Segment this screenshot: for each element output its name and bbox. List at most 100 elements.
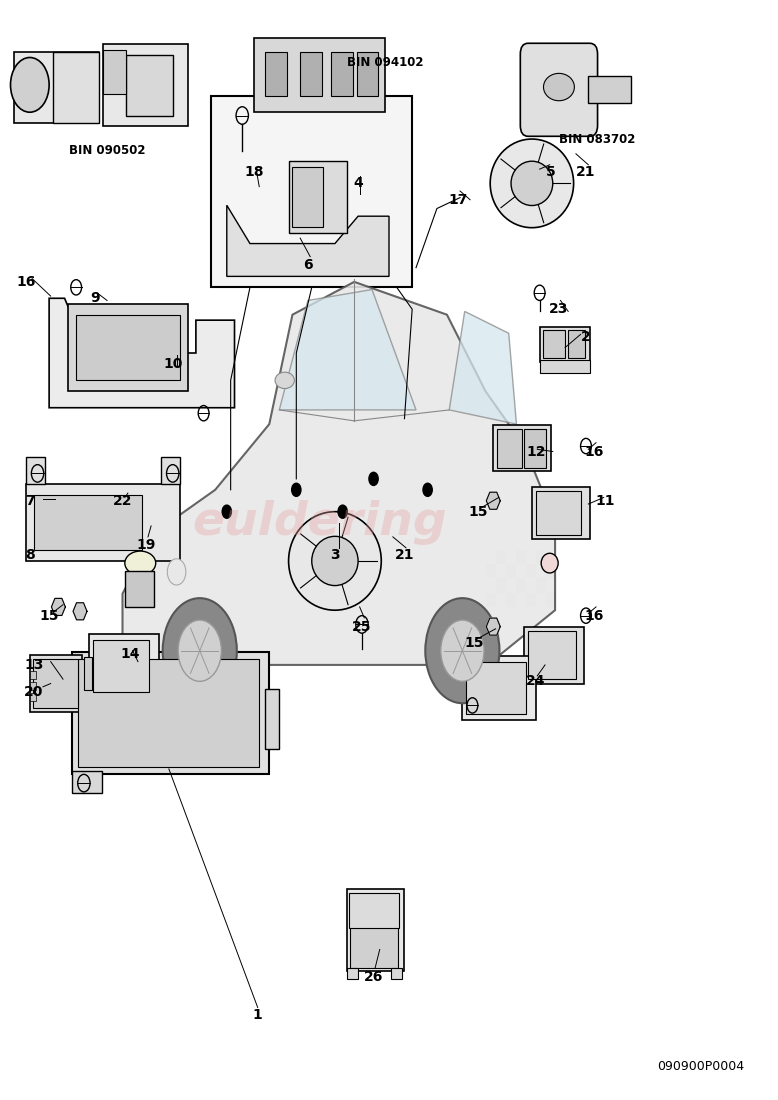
Bar	[497, 429, 522, 468]
Bar	[293, 167, 324, 227]
Bar	[30, 671, 36, 679]
Text: 1: 1	[253, 1008, 262, 1022]
Circle shape	[223, 505, 231, 518]
Bar	[265, 52, 287, 96]
Ellipse shape	[544, 74, 574, 101]
Bar	[349, 892, 399, 927]
Bar	[26, 484, 180, 561]
Bar	[493, 426, 552, 471]
Bar	[528, 631, 576, 679]
Polygon shape	[122, 282, 555, 675]
Bar	[53, 52, 100, 123]
Bar	[516, 579, 526, 593]
Bar	[68, 304, 188, 392]
Bar	[485, 593, 496, 607]
Bar	[536, 579, 546, 593]
Bar	[526, 593, 536, 607]
Bar	[485, 564, 496, 579]
Bar	[33, 659, 78, 707]
Bar	[350, 918, 398, 968]
Text: 13: 13	[24, 658, 44, 672]
Text: 6: 6	[303, 258, 313, 273]
Bar	[14, 52, 100, 123]
Polygon shape	[449, 311, 517, 425]
Bar	[540, 360, 590, 373]
Bar	[254, 37, 385, 112]
Bar	[466, 661, 527, 714]
Bar	[496, 579, 506, 593]
Polygon shape	[486, 618, 500, 635]
Ellipse shape	[289, 512, 381, 610]
Bar	[30, 656, 82, 712]
Bar	[72, 652, 269, 774]
Text: 14: 14	[121, 647, 140, 661]
Text: BIN 090502: BIN 090502	[68, 144, 145, 157]
Bar	[30, 693, 36, 701]
Text: 7: 7	[25, 494, 35, 508]
Bar	[546, 593, 555, 607]
Polygon shape	[226, 206, 389, 276]
Text: BIN 094102: BIN 094102	[347, 56, 423, 69]
Text: 11: 11	[595, 494, 615, 508]
Bar	[546, 564, 555, 579]
Bar	[78, 659, 259, 767]
Bar	[103, 44, 188, 127]
Bar	[462, 657, 536, 719]
Bar	[76, 315, 180, 381]
Bar	[568, 330, 585, 359]
Circle shape	[167, 559, 186, 585]
Circle shape	[292, 483, 301, 496]
Bar	[506, 564, 516, 579]
Text: 26: 26	[364, 970, 384, 983]
Text: 24: 24	[526, 674, 545, 689]
Text: 12: 12	[526, 444, 545, 459]
Text: 4: 4	[353, 176, 363, 190]
Bar	[265, 689, 279, 749]
Text: 16: 16	[584, 444, 604, 459]
Text: 15: 15	[468, 505, 488, 519]
Bar	[84, 658, 92, 690]
Text: 15: 15	[464, 636, 484, 650]
Text: 22: 22	[113, 494, 132, 508]
Bar	[524, 627, 584, 683]
Bar	[532, 486, 590, 539]
Bar	[356, 52, 378, 96]
Bar	[33, 495, 142, 550]
Bar	[524, 429, 546, 468]
Ellipse shape	[541, 553, 558, 573]
Circle shape	[163, 598, 237, 703]
Bar	[126, 55, 173, 116]
Circle shape	[423, 483, 433, 496]
Text: 17: 17	[449, 192, 468, 207]
Bar	[26, 456, 45, 484]
Polygon shape	[49, 298, 234, 408]
Ellipse shape	[124, 551, 156, 575]
Bar	[526, 564, 536, 579]
Text: 15: 15	[40, 608, 59, 623]
Bar	[346, 968, 358, 979]
Circle shape	[178, 620, 222, 681]
Bar	[544, 330, 565, 359]
Text: 16: 16	[16, 275, 36, 289]
Bar	[391, 968, 402, 979]
Bar	[212, 96, 412, 287]
Text: 10: 10	[163, 356, 182, 371]
Bar	[540, 327, 590, 362]
Text: 21: 21	[576, 165, 596, 179]
Polygon shape	[51, 598, 65, 615]
Text: 3: 3	[330, 549, 340, 562]
Circle shape	[369, 472, 378, 485]
Circle shape	[441, 620, 484, 681]
Bar	[124, 571, 154, 607]
Text: 19: 19	[136, 538, 156, 551]
FancyBboxPatch shape	[520, 43, 598, 136]
Bar	[536, 550, 546, 564]
Bar	[89, 635, 159, 697]
Text: 23: 23	[549, 302, 569, 316]
Circle shape	[338, 505, 347, 518]
Text: 090900P0004: 090900P0004	[657, 1060, 745, 1074]
Bar	[93, 640, 149, 692]
Polygon shape	[73, 603, 87, 619]
Bar	[289, 162, 346, 232]
Text: 9: 9	[91, 292, 100, 306]
